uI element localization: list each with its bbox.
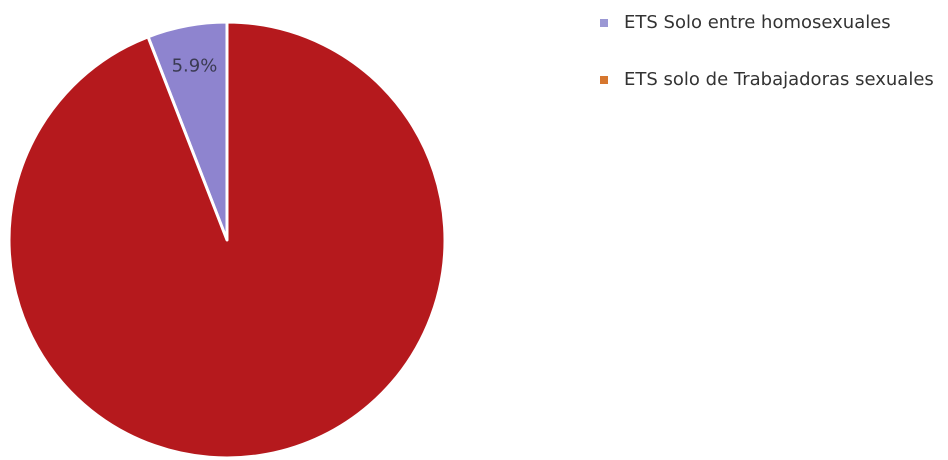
slice-data-label-0: 5.9% bbox=[172, 55, 218, 76]
legend-item-trabajadoras: ETS solo de Trabajadoras sexuales bbox=[600, 67, 940, 93]
pie-slice-1 bbox=[7, 20, 447, 460]
legend-swatch-trabajadoras bbox=[600, 76, 608, 84]
legend-swatch-homosexuales bbox=[600, 19, 608, 27]
legend-label-trabajadoras: ETS solo de Trabajadoras sexuales bbox=[624, 69, 934, 90]
legend-label-homosexuales: ETS Solo entre homosexuales bbox=[624, 12, 891, 33]
legend: ETS Solo entre homosexuales ETS solo de … bbox=[600, 10, 940, 93]
slice-labels: 5.9% bbox=[172, 55, 218, 76]
legend-item-homosexuales: ETS Solo entre homosexuales bbox=[600, 10, 940, 36]
pie-slices bbox=[7, 20, 447, 460]
